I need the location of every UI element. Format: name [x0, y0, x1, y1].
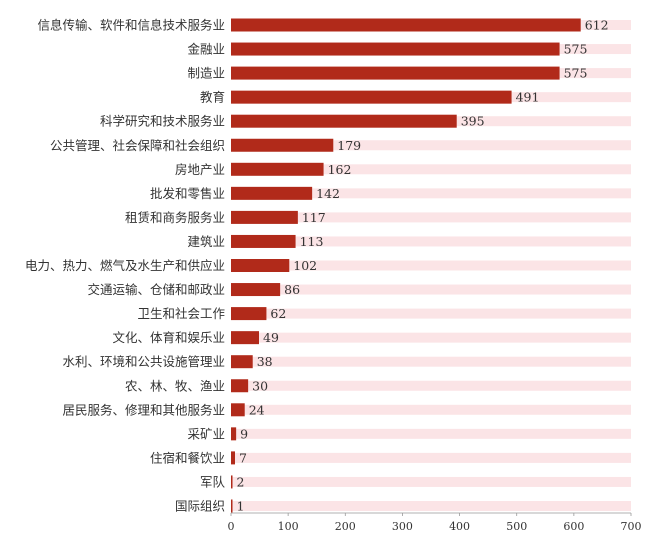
value-label: 62 [270, 306, 286, 321]
bar [231, 234, 296, 248]
bar [231, 475, 233, 489]
category-label: 军队 [200, 474, 226, 489]
value-label: 612 [585, 18, 609, 33]
bar-track [231, 404, 631, 415]
category-label: 房地产业 [175, 162, 225, 177]
value-labels: 6125755754913951791621421171131028662493… [237, 18, 609, 514]
bar [231, 331, 259, 345]
value-label: 575 [564, 66, 588, 81]
category-label: 住宿和餐饮业 [150, 450, 225, 465]
value-label: 102 [293, 258, 317, 273]
bar [231, 355, 253, 369]
category-label: 采矿业 [187, 426, 225, 441]
bar-track [231, 476, 631, 487]
bars [231, 18, 581, 513]
bar [231, 499, 233, 513]
category-label: 信息传输、软件和信息技术服务业 [37, 18, 225, 33]
x-tick-label: 400 [449, 520, 470, 533]
value-label: 395 [461, 114, 485, 129]
x-tick-label: 600 [563, 520, 584, 533]
category-label: 文化、体育和娱乐业 [112, 330, 225, 345]
bar [231, 283, 281, 297]
category-label: 科学研究和技术服务业 [100, 114, 225, 129]
value-label: 162 [328, 162, 352, 177]
bar-track [231, 164, 631, 175]
bar-track [231, 356, 631, 367]
bar [231, 138, 334, 152]
category-label: 公共管理、社会保障和社会组织 [50, 138, 225, 153]
bar [231, 66, 560, 80]
bar [231, 379, 249, 393]
x-tick-label: 100 [278, 520, 299, 533]
bar-track [231, 452, 631, 463]
bar-track [231, 308, 631, 319]
bar [231, 90, 512, 104]
category-labels: 信息传输、软件和信息技术服务业金融业制造业教育科学研究和技术服务业公共管理、社会… [25, 18, 226, 514]
value-label: 113 [300, 234, 324, 249]
bar [231, 451, 235, 465]
bar-track [231, 212, 631, 223]
bar-track [231, 140, 631, 151]
value-label: 491 [516, 90, 540, 105]
x-tick-label: 0 [228, 520, 235, 533]
value-label: 7 [239, 450, 247, 465]
bar [231, 42, 560, 56]
category-label: 金融业 [187, 42, 225, 57]
x-tick-label: 500 [506, 520, 527, 533]
category-label: 交通运输、仓储和邮政业 [87, 282, 225, 297]
value-label: 30 [252, 378, 268, 393]
value-label: 2 [237, 474, 245, 489]
x-tick-label: 300 [392, 520, 413, 533]
bar [231, 162, 324, 176]
value-label: 142 [316, 186, 340, 201]
bar [231, 427, 237, 441]
value-label: 86 [284, 282, 300, 297]
value-label: 117 [302, 210, 326, 225]
category-label: 教育 [200, 90, 225, 105]
bar [231, 210, 298, 224]
category-label: 水利、环境和公共设施管理业 [62, 354, 225, 369]
bar-track [231, 428, 631, 439]
category-label: 电力、热力、燃气及水生产和供应业 [25, 258, 225, 273]
bar-track [231, 236, 631, 247]
x-tick-label: 200 [335, 520, 356, 533]
category-label: 居民服务、修理和其他服务业 [62, 402, 225, 417]
category-label: 制造业 [187, 66, 225, 81]
value-label: 1 [237, 499, 245, 514]
bar-track [231, 501, 631, 511]
value-label: 49 [263, 330, 279, 345]
category-label: 国际组织 [175, 499, 225, 514]
x-tick-label: 700 [621, 520, 642, 533]
value-label: 179 [337, 138, 361, 153]
bar [231, 259, 290, 272]
bar-track [231, 380, 631, 391]
category-label: 建筑业 [187, 234, 225, 249]
category-label: 批发和零售业 [150, 186, 225, 201]
category-label: 农、林、牧、渔业 [125, 378, 225, 393]
bar [231, 403, 245, 417]
category-label: 租赁和商务服务业 [125, 210, 225, 225]
bar-track [231, 332, 631, 343]
category-label: 卫生和社会工作 [137, 306, 225, 321]
bar-track [231, 188, 631, 199]
value-label: 9 [240, 426, 248, 441]
bar [231, 18, 581, 32]
bar [231, 307, 267, 321]
value-label: 38 [257, 354, 273, 369]
value-label: 575 [564, 42, 588, 57]
bar-track [231, 260, 631, 271]
bar [231, 114, 457, 128]
value-label: 24 [249, 402, 265, 417]
bar [231, 186, 313, 200]
x-axis-ticks: 0 100 200 300 400 500 600 700 [228, 513, 642, 533]
bar-track [231, 284, 631, 295]
